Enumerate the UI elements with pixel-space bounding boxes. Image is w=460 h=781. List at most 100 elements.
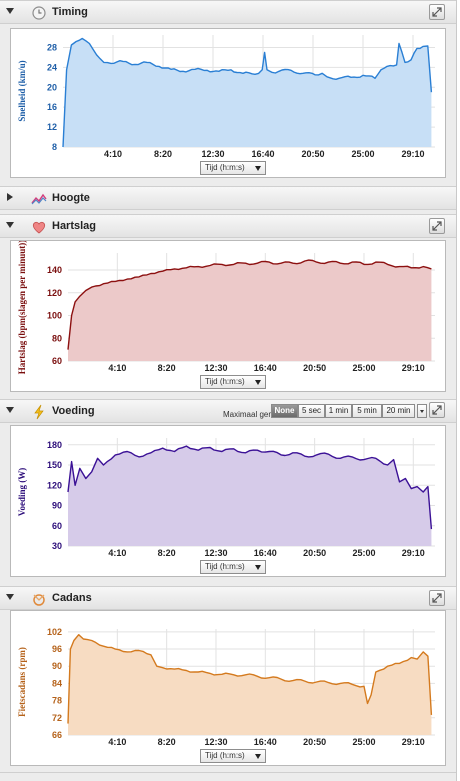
x-tick-label: 16:40 bbox=[254, 548, 277, 558]
heart-icon bbox=[32, 221, 46, 234]
x-tick-label: 12:30 bbox=[201, 149, 224, 159]
collapse-arrow-icon[interactable] bbox=[6, 407, 14, 413]
x-tick-label: 20:50 bbox=[303, 548, 326, 558]
expand-icon[interactable] bbox=[429, 4, 445, 20]
elevation-icon bbox=[31, 193, 47, 205]
x-tick-label: 16:40 bbox=[254, 363, 277, 373]
smoothing-option-20min[interactable]: 20 min bbox=[382, 404, 415, 418]
series-area bbox=[63, 38, 432, 147]
x-tick-label: 25:00 bbox=[352, 363, 375, 373]
smoothing-label: Maximaal gemiddeld: bbox=[223, 410, 299, 419]
chart-box-timing: 8 12 16 20 24 28 4:10 8:20 12:30 16:40 20:50 25:00 2… bbox=[10, 28, 446, 178]
y-tick-label: 90 bbox=[52, 501, 62, 511]
y-tick-label: 60 bbox=[52, 356, 62, 366]
x-tick-label: 4:10 bbox=[104, 149, 122, 159]
speed-chart: 8 12 16 20 24 28 4:10 8:20 12:30 16:40 20:50 25:00 2… bbox=[17, 35, 435, 159]
heart-rate-chart: 60 80 100 120 140 4:10 8:20 12:30 16:40 20:50 25:0… bbox=[17, 241, 435, 374]
y-axis-label: Hartslag (bpm(slagen per minuut)) bbox=[17, 241, 27, 374]
x-tick-label: 12:30 bbox=[204, 363, 227, 373]
y-tick-label: 8 bbox=[52, 142, 57, 152]
y-tick-label: 180 bbox=[47, 440, 62, 450]
panel-title: Hartslag bbox=[52, 220, 97, 232]
x-tick-label: 29:10 bbox=[402, 548, 425, 558]
y-tick-label: 140 bbox=[47, 265, 62, 275]
expand-icon[interactable] bbox=[429, 218, 445, 234]
lightning-icon bbox=[34, 404, 44, 420]
chart-box-cadans: 66 72 78 84 90 96 102 4:10 8:20 12:30 16:40 20:50 25… bbox=[10, 610, 446, 766]
x-tick-label: 8:20 bbox=[158, 363, 176, 373]
panel-title: Hoogte bbox=[52, 192, 90, 204]
chart-box-voeding: 30 60 90 120 150 180 4:10 8:20 12:30 16:40 20:50 25… bbox=[10, 425, 446, 577]
y-tick-label: 120 bbox=[47, 480, 62, 490]
panel-header-timing[interactable]: Timing bbox=[0, 0, 456, 24]
smoothing-option-1min[interactable]: 1 min bbox=[325, 404, 352, 418]
x-tick-label: 12:30 bbox=[204, 548, 227, 558]
y-tick-label: 90 bbox=[52, 661, 62, 671]
x-axis-select[interactable]: Tijd (h:m:s) bbox=[200, 161, 266, 175]
smoothing-option-5sec[interactable]: 5 sec bbox=[298, 404, 325, 418]
y-axis-label: Voeding (W) bbox=[17, 468, 27, 516]
y-tick-label: 66 bbox=[52, 730, 62, 740]
cadence-chart: 66 72 78 84 90 96 102 4:10 8:20 12:30 16:40 20:50 25… bbox=[17, 627, 435, 747]
x-tick-label: 12:30 bbox=[204, 737, 227, 747]
x-tick-label: 4:10 bbox=[108, 737, 126, 747]
y-tick-label: 20 bbox=[47, 82, 57, 92]
y-tick-label: 100 bbox=[47, 311, 62, 321]
y-tick-label: 102 bbox=[47, 627, 62, 637]
panel-header-hoogte[interactable]: Hoogte bbox=[0, 186, 456, 210]
smoothing-option-none[interactable]: None bbox=[271, 404, 298, 418]
panel-header-hartslag[interactable]: Hartslag bbox=[0, 214, 456, 238]
x-tick-label: 20:50 bbox=[303, 737, 326, 747]
x-tick-label: 29:10 bbox=[401, 149, 424, 159]
x-tick-label: 20:50 bbox=[303, 363, 326, 373]
series-line bbox=[67, 634, 433, 724]
collapse-arrow-icon[interactable] bbox=[6, 594, 14, 600]
x-tick-label: 16:40 bbox=[254, 737, 277, 747]
x-tick-label: 8:20 bbox=[158, 737, 176, 747]
x-tick-label: 25:00 bbox=[352, 548, 375, 558]
x-tick-label: 8:20 bbox=[158, 548, 176, 558]
y-tick-label: 30 bbox=[52, 541, 62, 551]
series-area bbox=[68, 260, 432, 361]
y-tick-label: 12 bbox=[47, 122, 57, 132]
panel-title: Timing bbox=[52, 6, 88, 18]
y-tick-label: 60 bbox=[52, 521, 62, 531]
divider bbox=[0, 772, 456, 773]
expand-arrow-icon[interactable] bbox=[7, 193, 13, 201]
clock-icon bbox=[32, 6, 46, 20]
x-tick-label: 8:20 bbox=[154, 149, 172, 159]
x-tick-label: 4:10 bbox=[108, 363, 126, 373]
panel-header-cadans[interactable]: Cadans bbox=[0, 586, 456, 610]
series-line bbox=[67, 445, 433, 530]
series-line bbox=[67, 259, 432, 350]
power-chart: 30 60 90 120 150 180 4:10 8:20 12:30 16:40 20:50 25… bbox=[17, 438, 435, 558]
y-tick-label: 72 bbox=[52, 713, 62, 723]
x-axis-select[interactable]: Tijd (h:m:s) bbox=[200, 749, 266, 763]
y-tick-label: 84 bbox=[52, 678, 62, 688]
smoothing-option-5min[interactable]: 5 min bbox=[352, 404, 382, 418]
x-tick-label: 20:50 bbox=[301, 149, 324, 159]
x-axis-select[interactable]: Tijd (h:m:s) bbox=[200, 560, 266, 574]
y-axis-label: Snelheid (km/u) bbox=[17, 60, 27, 121]
collapse-arrow-icon[interactable] bbox=[6, 8, 14, 14]
y-tick-label: 120 bbox=[47, 288, 62, 298]
series-line bbox=[62, 37, 433, 148]
x-tick-label: 16:40 bbox=[251, 149, 274, 159]
series-area bbox=[68, 446, 432, 546]
x-tick-label: 25:00 bbox=[351, 149, 374, 159]
y-tick-label: 16 bbox=[47, 102, 57, 112]
y-tick-label: 24 bbox=[47, 62, 57, 72]
expand-icon[interactable] bbox=[429, 590, 445, 606]
x-tick-label: 25:00 bbox=[352, 737, 375, 747]
collapse-arrow-icon[interactable] bbox=[6, 222, 14, 228]
y-tick-label: 78 bbox=[52, 696, 62, 706]
x-axis-select[interactable]: Tijd (h:m:s) bbox=[200, 375, 266, 389]
panel-title: Cadans bbox=[52, 592, 92, 604]
smoothing-more-icon[interactable] bbox=[417, 404, 427, 418]
expand-icon[interactable] bbox=[429, 402, 445, 418]
y-tick-label: 96 bbox=[52, 644, 62, 654]
y-axis-label: Fietscadans (rpm) bbox=[17, 647, 27, 717]
y-tick-label: 28 bbox=[47, 42, 57, 52]
x-tick-label: 4:10 bbox=[108, 548, 126, 558]
